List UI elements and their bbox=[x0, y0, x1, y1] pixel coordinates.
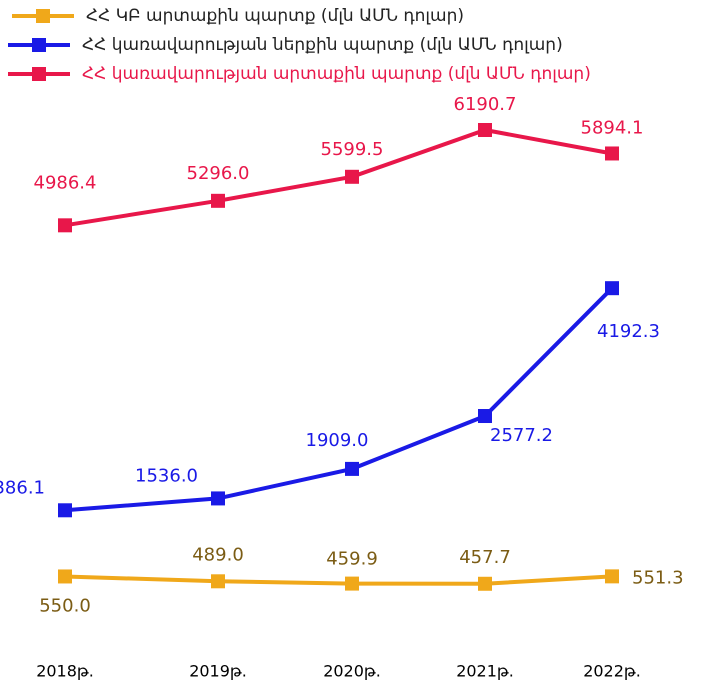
data-label: 459.9 bbox=[326, 549, 378, 570]
series-line bbox=[65, 576, 612, 583]
data-label: 550.0 bbox=[39, 595, 91, 616]
legend-label: ՀՀ ԿԲ արտաքին պարտք (մլն ԱՄՆ դոլար) bbox=[86, 6, 464, 26]
data-label: 457.7 bbox=[459, 547, 511, 568]
point-marker bbox=[478, 123, 492, 137]
point-marker bbox=[345, 462, 359, 476]
x-tick-label: 2020թ. bbox=[323, 662, 381, 681]
legend-marker bbox=[32, 38, 46, 52]
point-marker bbox=[478, 577, 492, 591]
point-marker bbox=[605, 146, 619, 160]
data-label: 4986.4 bbox=[34, 172, 97, 193]
point-marker bbox=[345, 170, 359, 184]
data-label: 2577.2 bbox=[490, 425, 553, 446]
data-label: 551.3 bbox=[632, 567, 684, 588]
point-marker bbox=[605, 569, 619, 583]
data-label: 5296.0 bbox=[187, 163, 250, 184]
point-marker bbox=[345, 577, 359, 591]
chart: ՀՀ ԿԲ արտաքին պարտք (մլն ԱՄՆ դոլար) ՀՀ կա… bbox=[0, 0, 702, 686]
data-label: 489.0 bbox=[192, 544, 244, 565]
data-label: 1386.1 bbox=[0, 477, 45, 498]
point-marker bbox=[58, 503, 72, 517]
x-tick-label: 2019թ. bbox=[189, 662, 247, 681]
x-tick-label: 2021թ. bbox=[456, 662, 514, 681]
page: {"chart_data": {"type": "line", "categor… bbox=[0, 0, 702, 686]
point-marker bbox=[211, 574, 225, 588]
data-label: 5599.5 bbox=[321, 139, 384, 160]
data-label: 5894.1 bbox=[581, 117, 644, 138]
point-marker bbox=[58, 218, 72, 232]
legend-label: ՀՀ կառավարության ներքին պարտք (մլն ԱՄՆ դ… bbox=[82, 35, 563, 55]
data-label: 6190.7 bbox=[454, 94, 517, 115]
data-label: 1909.0 bbox=[306, 430, 369, 451]
data-label: 4192.3 bbox=[597, 321, 660, 342]
point-marker bbox=[211, 491, 225, 505]
x-tick-label: 2022թ. bbox=[583, 662, 641, 681]
point-marker bbox=[478, 409, 492, 423]
legend-marker bbox=[32, 67, 46, 81]
point-marker bbox=[605, 281, 619, 295]
point-marker bbox=[58, 569, 72, 583]
point-marker bbox=[211, 194, 225, 208]
x-tick-label: 2018թ. bbox=[36, 662, 94, 681]
data-label: 1536.0 bbox=[135, 465, 198, 486]
legend-label: ՀՀ կառավարության արտաքին պարտք (մլն ԱՄՆ … bbox=[82, 64, 591, 84]
legend-marker bbox=[36, 9, 50, 23]
